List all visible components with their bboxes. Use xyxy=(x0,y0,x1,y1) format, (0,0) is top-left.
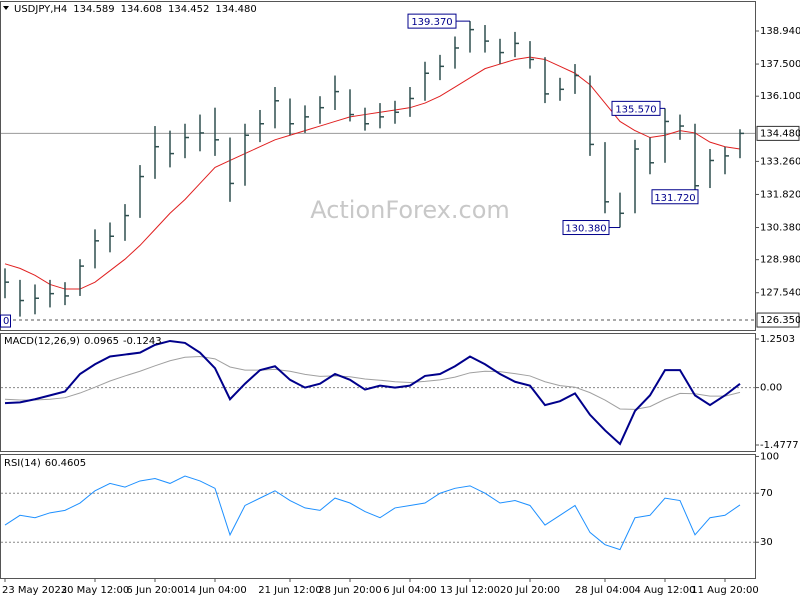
y-tick-label: 138.940 xyxy=(760,26,800,37)
x-tick-label: 30 May 12:00 xyxy=(61,585,130,596)
header-symbol: USDJPY,H4 xyxy=(14,4,67,15)
x-tick-label: 13 Jul 12:00 xyxy=(440,585,500,596)
current-price-label: 134.480 xyxy=(760,128,800,139)
panel-frame xyxy=(0,333,756,452)
edge-label: 0 xyxy=(3,316,9,327)
y-tick-label: 0.00 xyxy=(760,383,782,394)
panel-header: RSI(14) 60.4605 xyxy=(4,458,86,469)
panel-frame xyxy=(0,1,756,331)
x-tick-label: 14 Jun 04:00 xyxy=(183,585,247,596)
level-label: 126.350 xyxy=(760,315,800,326)
x-tick-label: 4 Aug 12:00 xyxy=(634,585,695,596)
header-value: 0.0965 xyxy=(84,336,119,347)
panel-frame xyxy=(0,454,756,579)
ma xyxy=(4,56,741,290)
y-tick-label: 137.500 xyxy=(760,59,800,70)
y-tick-label: 100 xyxy=(760,451,779,462)
header-value: -0.1243 xyxy=(123,336,162,347)
y-tick-label: 127.540 xyxy=(760,288,800,299)
header-quote: 134.589 xyxy=(73,4,114,15)
annotation-box xyxy=(407,13,457,29)
header-arrow xyxy=(3,6,9,10)
header: USDJPY,H4 134.589 134.608 134.452 134.480 xyxy=(14,4,257,15)
annotation-label: 139.370 xyxy=(411,17,452,28)
y-tick-label: 133.260 xyxy=(760,156,800,167)
watermark: ActionForex.com xyxy=(310,196,510,224)
x-tick-label: 28 Jul 04:00 xyxy=(575,585,635,596)
annotation-label: 135.570 xyxy=(615,104,656,115)
header-quote: 134.480 xyxy=(215,4,256,15)
x-tick-label: 28 Jun 20:00 xyxy=(318,585,382,596)
x-tick-label: 6 Jul 04:00 xyxy=(383,585,437,596)
x-tick-label: 21 Jun 12:00 xyxy=(258,585,322,596)
x-tick-label: 6 Jun 20:00 xyxy=(126,585,183,596)
annotation-label: 131.720 xyxy=(654,193,695,204)
annotation-box xyxy=(562,220,610,236)
current-price-box xyxy=(756,125,800,141)
rsi-line xyxy=(4,475,741,551)
panel-title: RSI(14) xyxy=(4,458,41,469)
macd xyxy=(4,339,741,446)
x-tick-label: 23 May 2022 xyxy=(2,585,67,596)
panel-header: MACD(12,26,9) 0.0965 -0.1243 xyxy=(4,336,162,347)
annotation-box xyxy=(611,100,661,116)
y-tick-label: 130.380 xyxy=(760,223,800,234)
x-tick-label: 11 Aug 20:00 xyxy=(691,585,758,596)
y-tick-label: 131.820 xyxy=(760,189,800,200)
x-tick-label: 20 Jul 20:00 xyxy=(500,585,560,596)
header-value: 60.4605 xyxy=(45,458,86,469)
y-tick-label: 30 xyxy=(760,537,773,548)
annotation-box xyxy=(651,189,699,205)
y-tick-label: 128.980 xyxy=(760,255,800,266)
y-tick-label: 1.2503 xyxy=(760,334,795,345)
y-tick-label: 70 xyxy=(760,488,773,499)
annotation-label: 130.380 xyxy=(565,224,606,235)
signal xyxy=(4,356,741,410)
edge-box xyxy=(0,314,11,328)
header-quote: 134.608 xyxy=(121,4,162,15)
panel-title: MACD(12,26,9) xyxy=(4,336,80,347)
header-quote: 134.452 xyxy=(168,4,209,15)
level-box xyxy=(756,312,800,328)
y-tick-label: -1.4777 xyxy=(760,440,799,451)
y-tick-label: 136.100 xyxy=(760,91,800,102)
